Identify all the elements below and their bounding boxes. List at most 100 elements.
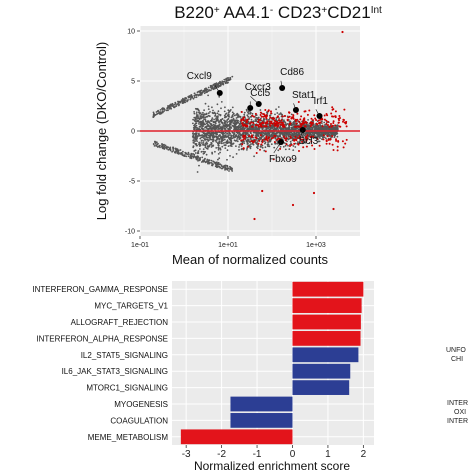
ma-point [276,142,279,145]
ma-point [207,86,210,89]
ma-point [255,152,258,154]
ma-point [229,165,231,168]
ma-point [238,122,241,125]
ma-point [331,106,334,109]
ma-point [227,145,230,148]
ma-point [248,117,251,119]
ma-point [307,124,309,127]
ma-point [279,127,281,130]
ma-point [223,110,226,113]
ma-point [297,101,300,103]
ma-point [267,142,269,144]
ma-point [161,144,163,146]
ma-point [207,105,210,108]
ma-point [334,127,337,130]
ma-point [287,144,289,147]
ma-point [159,109,162,111]
ma-point [243,116,246,119]
ma-point [241,147,243,150]
ma-point [211,163,214,165]
ma-point [227,111,230,114]
ma-point [231,115,234,118]
ma-point [205,91,208,93]
ma-point [206,123,209,126]
ma-point [319,121,322,124]
ma-point [302,133,305,136]
ma-point [228,137,230,140]
ma-point [321,125,324,128]
ma-point [257,142,260,145]
ma-point [320,132,323,134]
ma-point [208,135,211,137]
ma-point [239,134,242,137]
ma-point [223,78,226,81]
ma-point [231,167,233,170]
ma-point [200,134,203,137]
ma-point [193,92,196,95]
ma-point [209,89,212,92]
cropped-right-panel: UNFO CHI INTER OXI INTER [446,347,468,425]
ma-point [272,131,275,134]
ma-point [324,133,327,136]
ma-point [203,138,206,141]
ma-point [268,139,271,142]
ma-point [326,114,329,117]
ma-point [241,133,244,136]
ma-point [288,115,291,118]
ma-point [201,127,203,130]
ma-point [164,144,167,147]
ma-point [214,150,216,153]
ma-point [310,126,313,129]
ma-point [301,138,304,141]
ma-point [297,137,299,139]
ma-point [189,98,192,101]
ma-gene-label: Cxcr3 [245,82,272,93]
ma-point [220,137,223,140]
ma-point [277,122,280,125]
ma-point [240,145,243,147]
ma-point [302,119,305,122]
ma-point [196,116,199,118]
ma-point [291,203,295,207]
ma-point [202,148,205,151]
ma-point [219,120,222,122]
ma-point [302,121,304,124]
ma-point [310,117,313,120]
ma-point [209,161,211,164]
ma-point [200,140,203,142]
ma-point [217,120,220,122]
ma-point [309,138,312,141]
ma-point [226,149,229,152]
ma-point [202,142,205,144]
ma-point [252,124,255,126]
ma-point [253,139,256,142]
ma-point [307,119,309,121]
ma-point [208,115,211,118]
ma-point [194,117,197,119]
ma-point [165,146,167,149]
ma-point [190,154,193,157]
ma-point [234,122,236,125]
gsea-x-tick-label: -3 [182,449,191,460]
ma-point [238,135,241,138]
gsea-x-tick-label: -2 [217,449,226,460]
ma-point [276,134,278,137]
ma-point [217,110,220,113]
ma-point [229,139,232,142]
ma-point [234,134,237,137]
ma-point [269,116,272,119]
ma-point [284,123,287,125]
ma-label-leader [293,103,297,111]
ma-point [313,128,316,131]
ma-point [253,217,256,221]
ma-point [319,137,321,140]
ma-point [242,138,245,141]
ma-point [192,141,195,144]
ma-point [317,135,320,138]
ma-point [342,120,344,123]
ma-point [213,125,216,128]
ma-point [204,151,207,153]
ma-point [219,151,222,154]
ma-point [308,109,311,112]
ma-point [309,125,312,128]
